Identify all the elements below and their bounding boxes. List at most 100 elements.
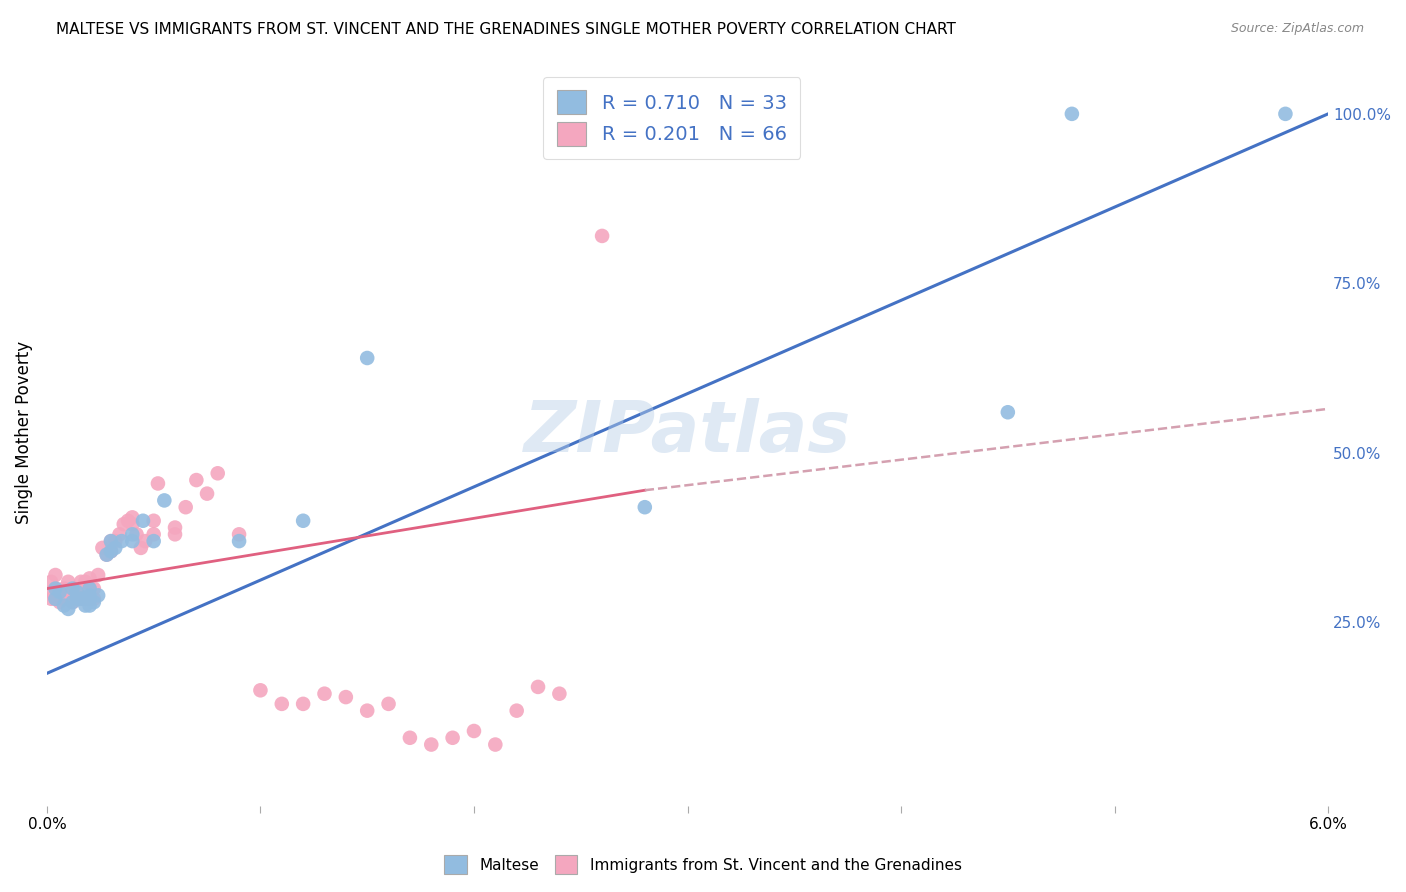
Text: ZIPatlas: ZIPatlas bbox=[524, 398, 851, 467]
Legend: Maltese, Immigrants from St. Vincent and the Grenadines: Maltese, Immigrants from St. Vincent and… bbox=[439, 849, 967, 880]
Point bbox=[527, 680, 550, 694]
Point bbox=[134, 534, 156, 549]
Point bbox=[58, 585, 80, 599]
Point bbox=[48, 585, 70, 599]
Point bbox=[79, 582, 101, 596]
Point bbox=[66, 585, 89, 599]
Point bbox=[52, 599, 75, 613]
Point bbox=[228, 534, 250, 549]
Point bbox=[44, 591, 66, 606]
Point bbox=[548, 687, 571, 701]
Point bbox=[441, 731, 464, 745]
Point bbox=[207, 467, 229, 481]
Point bbox=[163, 527, 186, 541]
Point bbox=[44, 582, 66, 596]
Point bbox=[132, 514, 155, 528]
Point bbox=[142, 514, 165, 528]
Point bbox=[58, 574, 80, 589]
Point bbox=[997, 405, 1019, 419]
Point bbox=[112, 517, 135, 532]
Point bbox=[66, 585, 89, 599]
Point bbox=[91, 541, 114, 555]
Point bbox=[377, 697, 399, 711]
Point bbox=[66, 591, 89, 606]
Point bbox=[163, 520, 186, 534]
Point bbox=[87, 568, 110, 582]
Text: Source: ZipAtlas.com: Source: ZipAtlas.com bbox=[1230, 22, 1364, 36]
Point bbox=[58, 591, 80, 606]
Point bbox=[186, 473, 208, 487]
Point bbox=[75, 591, 97, 606]
Point bbox=[75, 591, 97, 606]
Point bbox=[83, 582, 105, 596]
Point bbox=[356, 704, 378, 718]
Point bbox=[79, 582, 101, 596]
Text: MALTESE VS IMMIGRANTS FROM ST. VINCENT AND THE GRENADINES SINGLE MOTHER POVERTY : MALTESE VS IMMIGRANTS FROM ST. VINCENT A… bbox=[56, 22, 956, 37]
Point bbox=[39, 585, 62, 599]
Point bbox=[100, 534, 122, 549]
Point bbox=[634, 500, 657, 515]
Point bbox=[146, 476, 169, 491]
Legend: R = 0.710   N = 33, R = 0.201   N = 66: R = 0.710 N = 33, R = 0.201 N = 66 bbox=[544, 77, 800, 160]
Point bbox=[399, 731, 422, 745]
Point bbox=[292, 697, 315, 711]
Point bbox=[117, 514, 139, 528]
Point bbox=[75, 599, 97, 613]
Point bbox=[270, 697, 292, 711]
Point bbox=[48, 595, 70, 609]
Point bbox=[83, 595, 105, 609]
Point bbox=[62, 595, 84, 609]
Point bbox=[125, 527, 148, 541]
Point bbox=[62, 582, 84, 596]
Point bbox=[44, 568, 66, 582]
Point bbox=[52, 582, 75, 596]
Point bbox=[75, 574, 97, 589]
Point bbox=[62, 595, 84, 609]
Point bbox=[100, 534, 122, 549]
Point bbox=[335, 690, 357, 704]
Point bbox=[79, 591, 101, 606]
Point bbox=[484, 738, 506, 752]
Point bbox=[87, 588, 110, 602]
Point bbox=[44, 591, 66, 606]
Point bbox=[104, 534, 127, 549]
Point bbox=[292, 514, 315, 528]
Point bbox=[108, 527, 131, 541]
Point bbox=[121, 517, 143, 532]
Point bbox=[505, 704, 527, 718]
Point bbox=[70, 591, 93, 606]
Point bbox=[121, 534, 143, 549]
Point bbox=[48, 585, 70, 599]
Point bbox=[463, 724, 485, 739]
Point bbox=[96, 548, 118, 562]
Point bbox=[96, 548, 118, 562]
Point bbox=[111, 534, 134, 549]
Y-axis label: Single Mother Poverty: Single Mother Poverty bbox=[15, 341, 32, 524]
Point bbox=[314, 687, 336, 701]
Point bbox=[153, 493, 176, 508]
Point bbox=[129, 541, 152, 555]
Point bbox=[195, 486, 218, 500]
Point bbox=[142, 527, 165, 541]
Point bbox=[174, 500, 197, 515]
Point bbox=[591, 228, 613, 243]
Point bbox=[100, 544, 122, 558]
Point bbox=[1060, 107, 1083, 121]
Point bbox=[100, 544, 122, 558]
Point bbox=[1274, 107, 1296, 121]
Point bbox=[62, 585, 84, 599]
Point bbox=[58, 602, 80, 616]
Point bbox=[121, 510, 143, 524]
Point bbox=[356, 351, 378, 365]
Point bbox=[83, 591, 105, 606]
Point bbox=[104, 541, 127, 555]
Point bbox=[121, 527, 143, 541]
Point bbox=[420, 738, 443, 752]
Point bbox=[70, 591, 93, 606]
Point bbox=[39, 574, 62, 589]
Point bbox=[44, 582, 66, 596]
Point bbox=[70, 574, 93, 589]
Point bbox=[228, 527, 250, 541]
Point bbox=[52, 591, 75, 606]
Point bbox=[79, 571, 101, 585]
